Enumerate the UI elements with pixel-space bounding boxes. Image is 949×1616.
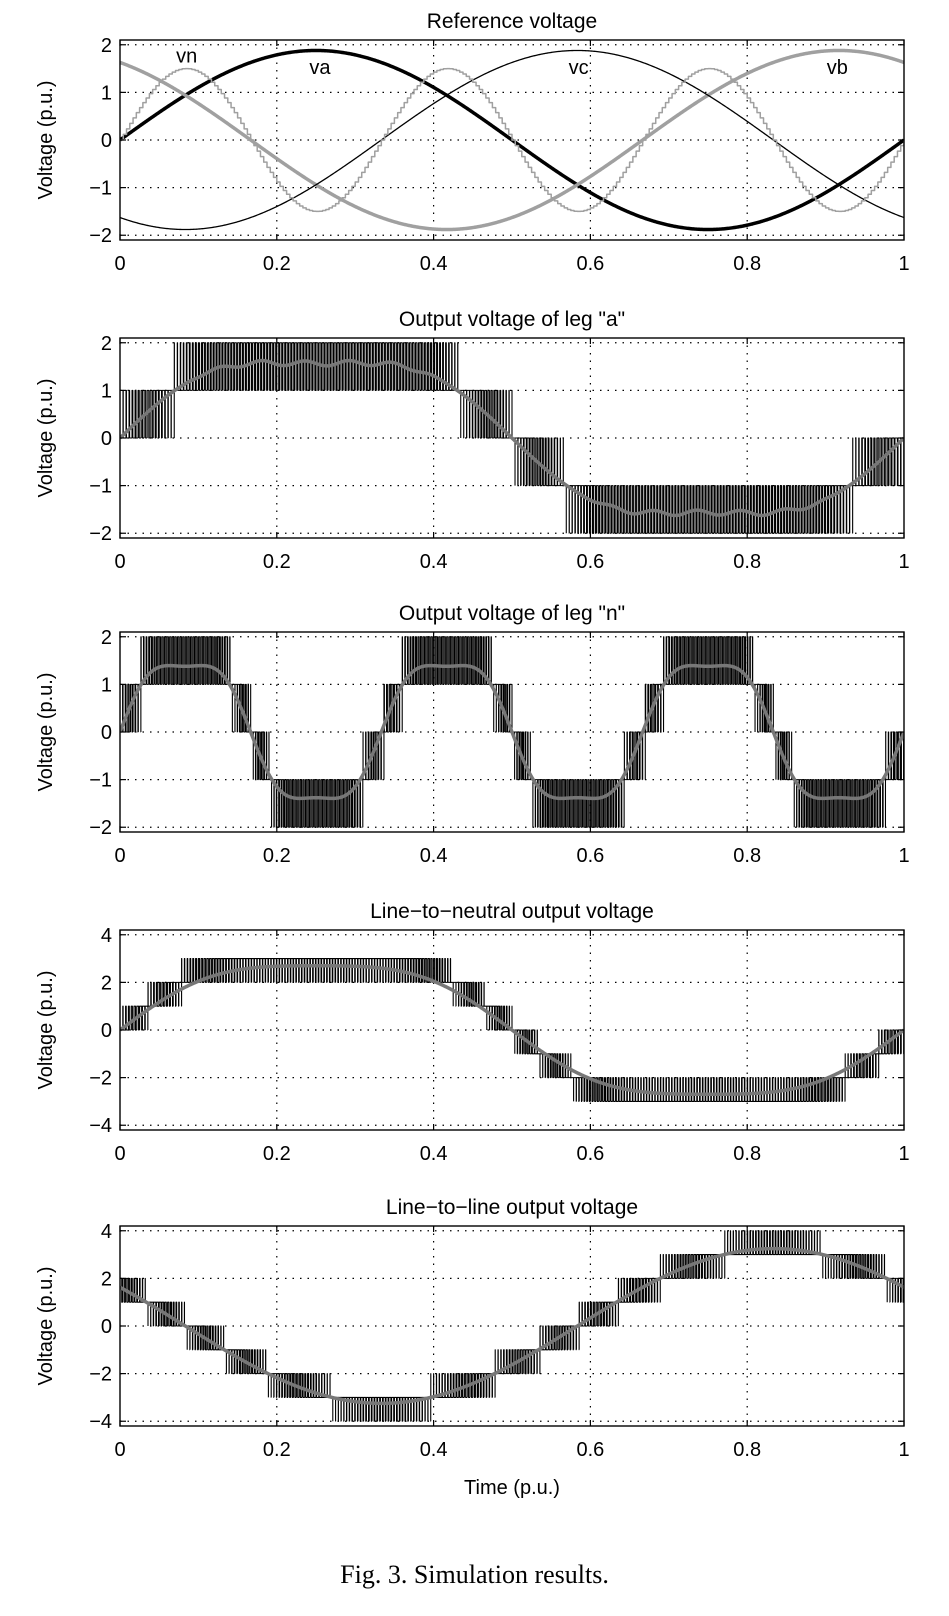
x-tick-label: 0 [114,1439,125,1461]
y-tick-label: 1 [101,380,112,402]
x-tick-label: 0.4 [420,845,448,867]
x-tick-label: 0.2 [263,253,291,275]
y-axis-label: Voltage (p.u.) [35,379,57,498]
x-tick-label: 0.6 [576,253,604,275]
series-vn [120,67,904,213]
x-tick-label: 0 [114,551,125,573]
x-tick-label: 0 [114,845,125,867]
panel-title: Line−to−line output voltage [386,1196,638,1219]
x-tick-label: 0.2 [263,845,291,867]
y-axis-label: Voltage (p.u.) [35,971,57,1090]
x-tick-label: 0.4 [420,551,448,573]
y-tick-label: −2 [89,817,112,839]
series-filtered [120,963,904,1097]
x-tick-label: 0.6 [576,1143,604,1165]
panel-title: Line−to−neutral output voltage [370,900,654,923]
panel-1: Reference voltage Voltage (p.u.) 0 0.2 0.4 0.… [35,10,910,275]
series-filtered [120,663,904,801]
x-tick-label: 0.4 [420,1143,448,1165]
y-tick-label: −4 [89,1411,112,1433]
figure-caption: Fig. 3. Simulation results. [340,1560,609,1589]
y-tick-label: 2 [101,35,112,57]
series-filtered [120,1246,904,1406]
x-tick-label: 0.4 [420,253,448,275]
x-tick-label: 0 [114,1143,125,1165]
x-tick-label: 1 [898,551,909,573]
y-tick-label: 0 [101,130,112,152]
panel-title: Output voltage of leg "a" [399,308,625,331]
x-tick-label: 0.8 [733,1143,761,1165]
y-tick-label: 2 [101,333,112,355]
x-tick-label: 0.8 [733,1439,761,1461]
x-tick-label: 0.6 [576,845,604,867]
x-tick-label: 0.6 [576,1439,604,1461]
plot-frame [119,1225,905,1427]
y-tick-label: −2 [89,225,112,247]
x-tick-label: 0.4 [420,1439,448,1461]
y-tick-label: 0 [101,722,112,744]
y-tick-label: −2 [89,1364,112,1386]
y-tick-label: 0 [101,1020,112,1042]
y-tick-label: 0 [101,428,112,450]
y-tick-label: 1 [101,82,112,104]
y-axis-label: Voltage (p.u.) [35,673,57,792]
y-tick-label: −1 [89,770,112,792]
y-tick-label: 2 [101,627,112,649]
panel-title: Output voltage of leg "n" [399,602,625,625]
x-tick-label: 1 [898,845,909,867]
x-tick-label: 0.2 [263,1439,291,1461]
x-tick-label: 0 [114,253,125,275]
y-tick-label: 4 [101,1221,112,1243]
y-axis-label: Voltage (p.u.) [35,1267,57,1386]
x-tick-label: 1 [898,1143,909,1165]
y-tick-label: 0 [101,1316,112,1338]
y-tick-label: 2 [101,1268,112,1290]
y-tick-label: 2 [101,972,112,994]
x-tick-label: 0.8 [733,551,761,573]
x-tick-label: 0.8 [733,845,761,867]
panel-title: Reference voltage [427,10,597,33]
x-tick-label: 0.8 [733,253,761,275]
panel-4: Line−to−neutral output voltage Voltage (p… [35,900,910,1165]
series-label-vn: vn [176,45,197,67]
series-pwm [120,342,904,534]
panel-3: Output voltage of leg "n" Voltage (p.u.) 0… [35,602,910,867]
y-tick-label: −2 [89,523,112,545]
y-tick-label: −2 [89,1068,112,1090]
panel-5: Line−to−line output voltage Voltage (p.u.… [35,1196,910,1499]
x-tick-label: 0.2 [263,551,291,573]
series-label-vc: vc [569,57,589,79]
x-tick-label: 0.6 [576,551,604,573]
y-axis-label: Voltage (p.u.) [35,81,57,200]
series-pwm [120,958,904,1102]
y-tick-label: −4 [89,1115,112,1137]
y-tick-label: 4 [101,925,112,947]
x-axis-label: Time (p.u.) [464,1477,560,1499]
y-tick-label: −1 [89,178,112,200]
series-filtered [120,358,904,518]
x-tick-label: 0.2 [263,1143,291,1165]
series-pwm [120,1230,904,1422]
series-label-vb: vb [827,57,848,79]
x-tick-label: 1 [898,253,909,275]
x-tick-label: 1 [898,1439,909,1461]
panel-2: Output voltage of leg "a" Voltage (p.u.) 0… [35,308,910,573]
series-label-va: va [309,57,331,79]
y-tick-label: −1 [89,476,112,498]
y-tick-label: 1 [101,674,112,696]
